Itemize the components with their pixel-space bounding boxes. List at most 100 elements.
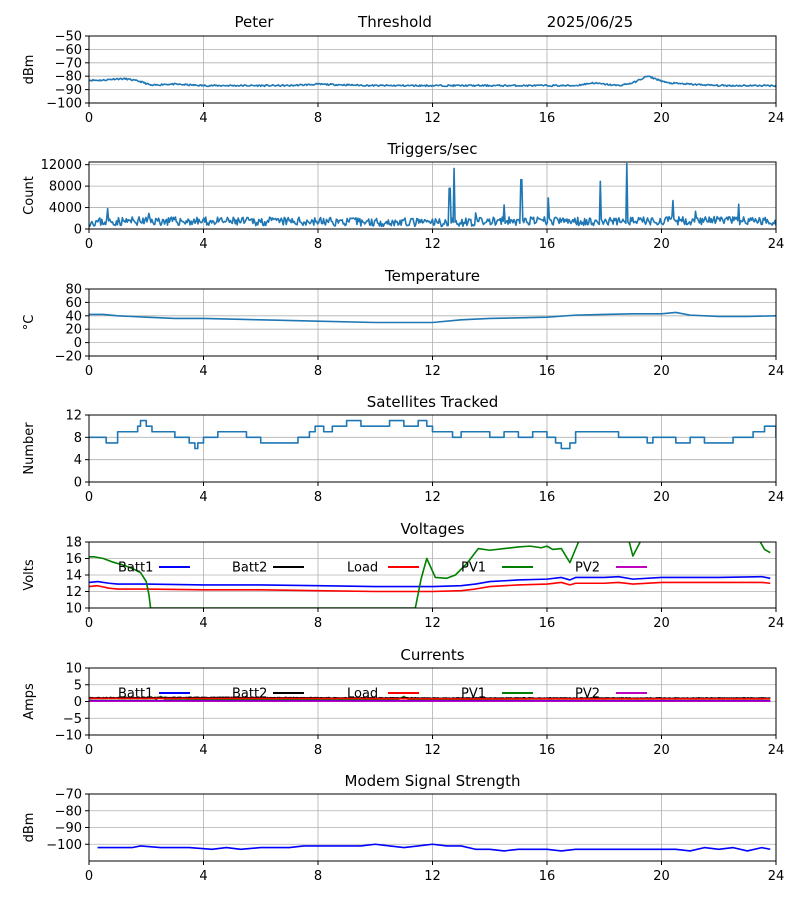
x-tick-label: 0: [85, 237, 93, 252]
x-tick-label: 20: [653, 869, 670, 884]
x-tick-label: 8: [314, 743, 322, 758]
series-line: [97, 843, 771, 852]
x-tick-label: 4: [199, 869, 207, 884]
legend-label-pv2: PV2: [575, 687, 600, 702]
x-tick-label: 20: [653, 490, 670, 505]
y-tick-label: −90: [55, 83, 82, 98]
y-tick-label: −50: [55, 30, 82, 45]
panel-title: Triggers/sec: [387, 140, 478, 158]
x-tick-label: 8: [314, 616, 322, 631]
panel-title: Modem Signal Strength: [345, 772, 521, 790]
legend: Batt1 Batt2 Load PV1 PV2: [118, 687, 647, 702]
grid: [88, 414, 777, 483]
x-tick-label: 24: [768, 111, 785, 126]
y-tick-label: 0: [74, 223, 82, 238]
x-tick-label: 0: [85, 364, 93, 379]
legend-label-pv2: PV2: [575, 561, 600, 576]
x-tick-label: 20: [653, 743, 670, 758]
legend: Batt1 Batt2 Load PV1 PV2: [118, 561, 647, 576]
y-tick-label: 4: [74, 453, 82, 468]
legend-label-load: Load: [347, 687, 378, 702]
y-tick-label: −70: [55, 788, 82, 803]
x-tick-label: 8: [314, 237, 322, 252]
grid: [88, 35, 777, 104]
panel-title: Temperature: [384, 267, 480, 285]
x-tick-label: 24: [768, 490, 785, 505]
header: Peter Threshold 2025/06/25: [234, 13, 633, 31]
header-station: Peter: [234, 13, 274, 31]
legend-label-batt1: Batt1: [118, 561, 153, 576]
y-tick-label: −60: [55, 43, 82, 58]
legend-label-batt2: Batt2: [232, 561, 267, 576]
header-label: Threshold: [357, 13, 432, 31]
panel-modem: 0 4 8 12 16 20 24 −100 −90 −80−70 Modem Signal Str…: [22, 772, 784, 884]
y-tick-label: 8: [74, 431, 82, 446]
series-line: [89, 419, 776, 450]
y-tick-label: 60: [65, 296, 82, 311]
y-tick-label: 12: [65, 585, 82, 600]
series-line: [89, 75, 776, 88]
series-line-load: [89, 697, 771, 700]
x-tick-label: 0: [85, 869, 93, 884]
x-tick-label: 24: [768, 743, 785, 758]
y-tick-label: 12000: [41, 158, 82, 173]
x-tick-label: 4: [199, 111, 207, 126]
x-tick-label: 8: [314, 364, 322, 379]
grid: [88, 793, 777, 861]
legend-label-batt1: Batt1: [118, 687, 153, 702]
y-tick-label: 14: [65, 569, 82, 584]
series-line-batt1: [89, 575, 771, 588]
x-tick-label: 12: [424, 237, 441, 252]
y-axis-label: Volts: [22, 559, 37, 591]
y-tick-label: 0: [74, 476, 82, 491]
y-tick-label: −100: [46, 97, 82, 112]
x-tick-label: 0: [85, 616, 93, 631]
y-tick-label: 5: [74, 678, 82, 693]
x-tick-label: 12: [424, 364, 441, 379]
y-tick-label: −10: [55, 729, 82, 744]
x-tick-label: 16: [539, 616, 556, 631]
legend-label-pv1: PV1: [461, 687, 486, 702]
y-axis-label: Number: [22, 422, 37, 475]
y-tick-label: −90: [55, 821, 82, 836]
series-line-load: [89, 581, 771, 593]
x-tick-label: 12: [424, 869, 441, 884]
y-tick-label: −5: [63, 712, 82, 727]
y-tick-label: 10: [65, 602, 82, 617]
y-tick-label: 4000: [49, 201, 82, 216]
legend-label-batt2: Batt2: [232, 687, 267, 702]
series-line: [89, 162, 776, 228]
x-tick-label: 20: [653, 616, 670, 631]
x-tick-label: 4: [199, 490, 207, 505]
panel-title: Voltages: [400, 520, 464, 538]
y-tick-label: −70: [55, 56, 82, 71]
legend-label-load: Load: [347, 561, 378, 576]
grid: [88, 541, 777, 609]
x-tick-label: 24: [768, 869, 785, 884]
y-axis-label: dBm: [22, 55, 37, 85]
panel-title: Satellites Tracked: [367, 393, 498, 411]
y-tick-label: 16: [65, 552, 82, 567]
y-tick-label: 0: [74, 336, 82, 351]
y-tick-label: 80: [65, 283, 82, 298]
x-tick-label: 16: [539, 869, 556, 884]
panel-triggers: 0 4 8 12 16 20 24 0 4000 8000 12000 Triggers/sec Cou…: [22, 140, 784, 252]
y-tick-label: 40: [65, 309, 82, 324]
x-tick-label: 20: [653, 237, 670, 252]
y-tick-label: 0: [74, 695, 82, 710]
x-tick-label: 0: [85, 490, 93, 505]
x-tick-label: 8: [314, 490, 322, 505]
x-tick-label: 12: [424, 616, 441, 631]
x-tick-label: 20: [653, 364, 670, 379]
y-tick-label: −80: [55, 804, 82, 819]
y-tick-label: 20: [65, 323, 82, 338]
y-axis-label: dBm: [22, 813, 37, 843]
panel-threshold: 0 4 8 12 16 20 24 −100−90−80−70−60−50 dBm: [22, 30, 784, 127]
y-tick-label: −80: [55, 70, 82, 85]
x-tick-label: 4: [199, 364, 207, 379]
